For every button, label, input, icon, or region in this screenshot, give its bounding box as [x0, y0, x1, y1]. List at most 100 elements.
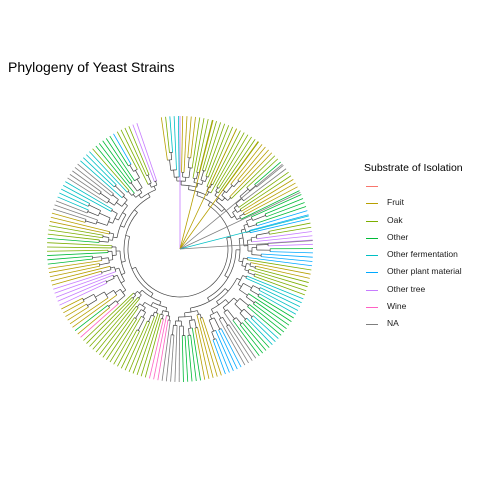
tip-branch — [63, 185, 112, 212]
internal-branch — [231, 215, 235, 219]
legend-label: Oak — [387, 214, 403, 225]
tip-branch — [120, 330, 140, 369]
internal-arc — [133, 168, 138, 172]
internal-branch — [167, 311, 170, 317]
internal-arc — [247, 269, 250, 273]
internal-arc — [268, 231, 270, 235]
internal-branch — [242, 275, 247, 278]
tip-branch — [47, 258, 93, 265]
tip-branch — [269, 226, 312, 235]
tip-branch — [174, 325, 178, 382]
tip-branch — [241, 179, 294, 212]
tip-branch — [244, 186, 298, 216]
internal-branch — [207, 201, 211, 206]
internal-branch — [113, 274, 118, 278]
internal-arc — [215, 190, 219, 194]
internal-arc — [257, 293, 260, 297]
tip-branch — [113, 133, 132, 165]
internal-branch — [121, 272, 126, 275]
internal-branch — [130, 182, 138, 192]
internal-arc — [194, 327, 198, 329]
internal-branch — [197, 310, 199, 315]
tip-branch — [212, 339, 226, 375]
tip-branch — [102, 307, 139, 358]
tip-branch — [247, 259, 312, 271]
internal-arc — [135, 237, 229, 298]
tip-branch — [190, 335, 197, 382]
internal-arc — [136, 305, 139, 308]
tip-branch — [63, 301, 85, 314]
tip-branch — [256, 165, 284, 188]
internal-arc — [254, 266, 256, 269]
internal-branch — [102, 236, 109, 238]
legend-key-swatch — [366, 324, 378, 326]
long-branch — [179, 240, 313, 250]
legend-key-swatch — [366, 220, 378, 222]
legend-label: Other fermentation — [387, 249, 458, 260]
tip-branch — [252, 315, 279, 339]
internal-arc — [134, 177, 140, 182]
tip-branch — [216, 134, 249, 188]
internal-arc — [139, 303, 146, 308]
tip-branch — [69, 297, 109, 325]
tip-branch — [232, 319, 260, 357]
tip-branch — [89, 151, 128, 193]
tip-branch — [47, 246, 113, 249]
internal-branch — [101, 257, 109, 259]
internal-branch — [243, 283, 252, 289]
internal-arc — [246, 187, 250, 192]
internal-branch — [137, 317, 145, 331]
tip-branch — [86, 297, 133, 344]
tip-branch — [124, 320, 148, 371]
internal-branch — [105, 290, 114, 296]
tip-branch — [256, 231, 312, 240]
tip-branch — [251, 194, 302, 218]
internal-branch — [213, 317, 221, 330]
internal-branch — [221, 191, 226, 196]
tip-branch — [256, 210, 308, 227]
internal-branch — [112, 194, 119, 200]
internal-branch — [150, 293, 154, 298]
tip-branch — [206, 126, 234, 187]
tip-branch — [49, 221, 110, 235]
tip-branch — [109, 318, 138, 363]
internal-arc — [237, 179, 241, 183]
internal-branch — [83, 294, 94, 301]
internal-branch — [233, 180, 240, 188]
tip-branch — [128, 321, 151, 373]
legend-key-swatch — [366, 255, 378, 257]
internal-branch — [142, 312, 146, 318]
tip-branch — [48, 260, 102, 269]
internal-branch — [110, 266, 115, 269]
internal-branch — [92, 256, 102, 258]
internal-branch — [215, 197, 219, 202]
internal-arc — [121, 199, 128, 207]
internal-branch — [243, 223, 248, 226]
internal-arc — [218, 328, 222, 331]
legend-label: NA — [387, 318, 399, 329]
tip-branch — [120, 129, 149, 185]
tip-branch — [244, 319, 270, 348]
internal-branch — [127, 191, 133, 196]
tip-branch — [132, 124, 155, 182]
tip-branch — [187, 116, 192, 158]
internal-arc — [235, 203, 240, 208]
internal-branch — [221, 197, 226, 202]
tip-branch — [254, 301, 290, 326]
internal-branch — [256, 244, 269, 246]
tip-branch — [117, 329, 138, 367]
tip-branch — [48, 229, 103, 239]
internal-branch — [99, 212, 111, 219]
tip-branch — [181, 116, 184, 173]
internal-arc — [192, 177, 197, 180]
tip-branch — [237, 146, 266, 181]
internal-branch — [152, 311, 155, 316]
internal-branch — [108, 239, 113, 241]
internal-branch — [134, 209, 138, 213]
internal-branch — [216, 311, 222, 319]
tip-branch — [181, 335, 184, 382]
internal-branch — [172, 325, 174, 335]
internal-branch — [246, 218, 253, 222]
internal-branch — [190, 308, 192, 313]
internal-branch — [143, 307, 146, 312]
